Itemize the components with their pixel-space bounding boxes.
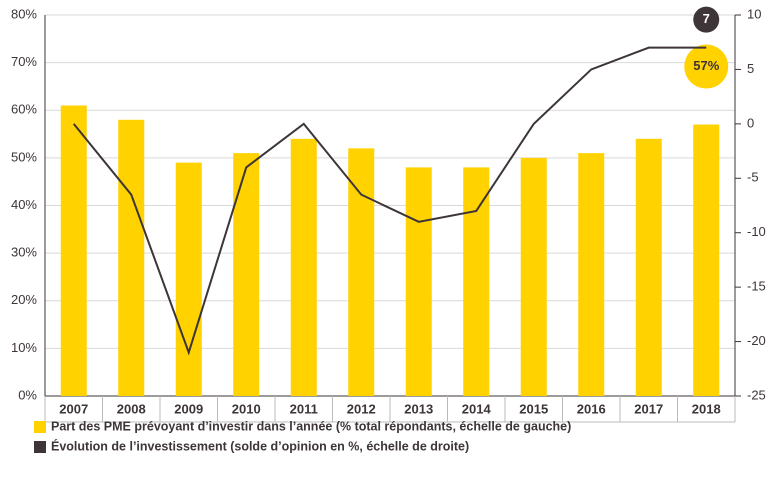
y2-tick-label: -25 bbox=[747, 387, 766, 402]
bar bbox=[463, 167, 490, 396]
x-tick-label: 2007 bbox=[59, 401, 88, 416]
bar bbox=[60, 105, 87, 397]
x-tick-label: 2010 bbox=[232, 401, 261, 416]
value-label: 7 bbox=[703, 11, 710, 26]
x-tick-label: 2008 bbox=[117, 401, 146, 416]
y-tick-label: 50% bbox=[11, 149, 37, 164]
bar bbox=[290, 138, 317, 396]
x-tick-label: 2017 bbox=[634, 401, 663, 416]
y2-tick-label: -10 bbox=[747, 224, 766, 239]
bar bbox=[118, 119, 145, 397]
y-tick-label: 80% bbox=[11, 6, 37, 21]
y-tick-label: 10% bbox=[11, 340, 37, 355]
legend-label: Part des PME prévoyant d’investir dans l… bbox=[51, 419, 571, 433]
legend-label: Évolution de l’investissement (solde d’o… bbox=[51, 438, 469, 453]
legend-swatch bbox=[34, 441, 46, 453]
value-label-badge bbox=[693, 6, 720, 33]
y-tick-label: 40% bbox=[11, 197, 37, 212]
y2-tick-label: 0 bbox=[747, 115, 754, 130]
y2-tick-label: 10 bbox=[747, 6, 761, 21]
bar bbox=[348, 148, 375, 396]
y-tick-label: 20% bbox=[11, 292, 37, 307]
y2-tick-label: 5 bbox=[747, 61, 754, 76]
x-tick-label: 2009 bbox=[174, 401, 203, 416]
line bbox=[72, 46, 707, 356]
x-tick-label: 2011 bbox=[290, 401, 318, 416]
x-tick-label: 2015 bbox=[519, 401, 548, 416]
bar bbox=[233, 153, 260, 396]
y-tick-label: 70% bbox=[11, 54, 37, 69]
x-tick-label: 2014 bbox=[462, 401, 492, 416]
y2-tick-label: -5 bbox=[747, 170, 759, 185]
bar bbox=[578, 153, 605, 396]
y-tick-label: 30% bbox=[11, 245, 37, 260]
bar bbox=[520, 157, 547, 396]
bar bbox=[635, 138, 662, 396]
x-tick-label: 2012 bbox=[347, 401, 376, 416]
bar bbox=[693, 124, 720, 396]
value-label: 57% bbox=[693, 58, 719, 73]
legend-swatch bbox=[34, 421, 46, 433]
x-tick-label: 2016 bbox=[577, 401, 606, 416]
y-tick-label: 60% bbox=[11, 102, 37, 117]
y-tick-label: 0% bbox=[18, 387, 37, 402]
y2-tick-label: -20 bbox=[747, 333, 766, 348]
value-label-badge bbox=[684, 44, 729, 89]
x-tick-label: 2018 bbox=[692, 401, 721, 416]
bar bbox=[175, 162, 202, 396]
x-tick-label: 2013 bbox=[404, 401, 433, 416]
y2-tick-label: -15 bbox=[747, 279, 766, 294]
bar bbox=[405, 167, 432, 396]
